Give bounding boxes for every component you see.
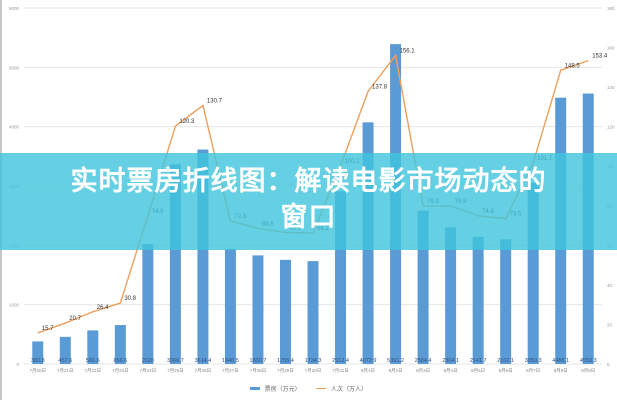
bar [224,248,236,364]
y-left-tick: 6000 [9,6,20,11]
y-right-tick: 40 [607,283,613,288]
x-tick-label: 7月31日 [332,368,349,374]
bar-value-label: 5391.2 [387,358,404,364]
x-tick-label: 8月4日 [444,368,458,374]
bar-value-label: 2102.1 [497,358,514,364]
bar-value-label: 2304.1 [442,358,459,364]
y-right-tick: 140 [607,85,615,90]
x-tick-label: 7月30日 [305,368,322,374]
x-tick-label: 7月26日 [195,368,212,374]
line-value-label: 130.7 [207,99,223,105]
banner-title-line2: 窗口 [280,202,337,233]
x-tick-label: 7月23日 [112,368,129,374]
x-tick-label: 7月25日 [167,368,184,374]
bar [87,330,99,364]
y-left-tick: 4000 [9,125,20,130]
bar [500,239,512,364]
bar-value-label: 2141.7 [470,358,487,364]
line-value-label: 30.8 [124,296,136,302]
bar-value-label: 2584.4 [415,358,432,364]
y-left-tick: 5000 [9,65,20,70]
y-right-tick: 0 [607,362,610,367]
x-tick-label: 8月5日 [471,368,485,374]
bar-value-label: 2020 [142,358,154,364]
x-tick-label: 7月28日 [250,368,267,374]
bar-value-label: 656.6 [113,358,127,364]
x-tick-label: 8月6日 [499,368,513,374]
bar-value-label: 380.8 [31,358,45,364]
y-right-tick: 20 [607,322,613,327]
banner-title-line1: 实时票房折线图：解读电影市场动态的 [70,166,547,197]
line-value-label: 137.8 [372,84,388,90]
bar [142,244,154,364]
x-tick-label: 7月21日 [57,368,74,374]
x-tick-label: 8月3日 [416,368,430,374]
x-tick-label: 8月8日 [554,368,568,374]
bar [32,341,44,364]
bar-value-label: 566.6 [86,358,100,364]
y-right-tick: 180 [607,6,615,11]
x-tick-label: 8月7日 [526,368,540,374]
bar-value-label: 1940.5 [222,358,239,364]
bar-value-label: 4072.9 [360,358,377,364]
line-value-label: 20.7 [69,316,81,322]
chart-legend: 票房（万元） 人次（万人） [0,384,617,393]
bar [445,227,457,364]
bar [335,191,347,364]
x-tick-label: 7月20日 [30,368,47,374]
bar [417,210,429,364]
line-value-label: 26.4 [97,305,109,311]
bar [59,336,71,364]
y-right-tick: 160 [607,46,615,51]
line-value-label: 156.1 [400,48,416,54]
x-tick-label: 8月1日 [361,368,375,374]
x-tick-label: 7月29日 [277,368,294,374]
bar-value-label: 457.6 [58,358,72,364]
bar-value-label: 3614.4 [194,358,211,364]
bar [114,325,126,364]
y-left-tick: 0 [16,362,19,367]
bar [197,149,209,364]
y-right-tick: 120 [607,125,615,130]
x-tick-label: 8月2日 [389,368,403,374]
y-left-tick: 1000 [9,303,20,308]
x-tick-label: 7月24日 [140,368,157,374]
legend-bar-swatch [249,387,260,390]
x-tick-label: 7月22日 [85,368,102,374]
legend-line-label: 人次（万人） [331,387,368,393]
bar [307,261,319,364]
banner-title: 实时票房折线图：解读电影市场动态的 窗口 [0,164,617,236]
title-banner [0,153,617,250]
bar-value-label: 2912.4 [332,358,349,364]
bar-value-label: 1830.7 [250,358,267,364]
bar-value-label: 1734.3 [305,358,322,364]
bar [169,164,181,364]
x-tick-label: 8月9日 [581,368,595,374]
x-tick-label: 7月27日 [222,368,239,374]
bar-value-label: 4558.3 [580,358,597,364]
legend-line-swatch [316,388,327,389]
bar-value-label: 3366.7 [167,358,184,364]
bar-value-label: 4488.1 [552,358,569,364]
bar-value-label: 3050.3 [525,358,542,364]
bar [527,183,539,364]
bar [472,236,484,364]
line-value-label: 153.4 [592,54,608,60]
bar [279,259,291,364]
bar-value-label: 1755.4 [277,358,294,364]
line-value-label: 15.7 [42,326,54,332]
bar [252,255,264,364]
legend-bar-label: 票房（万元） [264,387,301,393]
line-value-label: 148.5 [565,63,581,69]
line-value-label: 120.3 [179,119,195,125]
